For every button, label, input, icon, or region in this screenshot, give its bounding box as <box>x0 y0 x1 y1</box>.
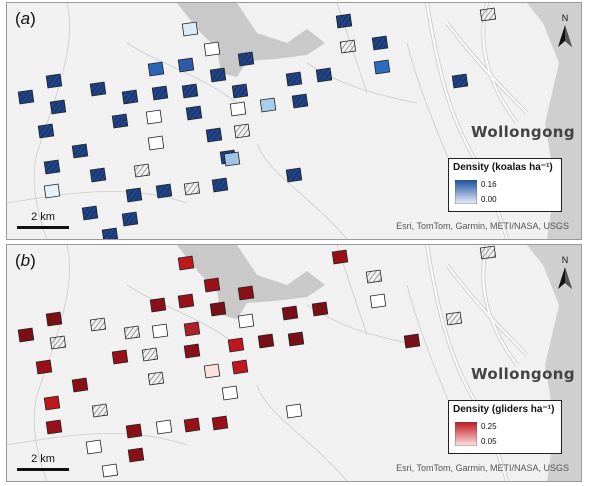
legend-title: Density (koalas ha⁻¹) <box>453 162 553 173</box>
north-arrow-icon: N <box>558 13 572 47</box>
legend-max-label: 0.25 <box>481 422 497 431</box>
glider-density-squares <box>17 245 497 478</box>
scale-bar-label: 2 km <box>31 453 55 465</box>
north-label: N <box>562 255 569 265</box>
map-panel-b: (b) N Wollongong Density (gliders ha⁻¹) … <box>6 244 582 482</box>
north-label: N <box>562 13 569 23</box>
panel-label-a: (a) <box>15 9 36 28</box>
legend: Density (gliders ha⁻¹) 0.25 0.05 <box>448 400 562 454</box>
map-base-a <box>7 3 581 239</box>
scale-bar: 2 km <box>15 211 71 229</box>
legend: Density (koalas ha⁻¹) 0.16 0.00 <box>448 158 562 212</box>
legend-color-ramp <box>455 180 477 204</box>
map-base-b <box>7 245 581 481</box>
scale-bar-label: 2 km <box>31 211 55 223</box>
legend-min-label: 0.00 <box>481 195 497 204</box>
koala-density-squares <box>17 7 497 239</box>
map-attribution: Esri, TomTom, Garmin, METI/NASA, USGS <box>396 221 569 231</box>
legend-title: Density (gliders ha⁻¹) <box>453 404 555 415</box>
scale-bar-line <box>17 468 69 471</box>
legend-min-label: 0.05 <box>481 437 497 446</box>
place-label: Wollongong <box>470 365 575 383</box>
map-panel-a: (a) N Wollongong Density (koalas ha⁻¹) 0… <box>6 2 582 240</box>
panel-label-b: (b) <box>15 251 36 270</box>
legend-color-ramp <box>455 422 477 446</box>
place-label: Wollongong <box>470 123 575 141</box>
north-arrow-icon: N <box>558 255 572 289</box>
scale-bar-line <box>17 226 69 229</box>
map-attribution: Esri, TomTom, Garmin, METI/NASA, USGS <box>396 463 569 473</box>
legend-max-label: 0.16 <box>481 180 497 189</box>
scale-bar: 2 km <box>15 453 71 471</box>
